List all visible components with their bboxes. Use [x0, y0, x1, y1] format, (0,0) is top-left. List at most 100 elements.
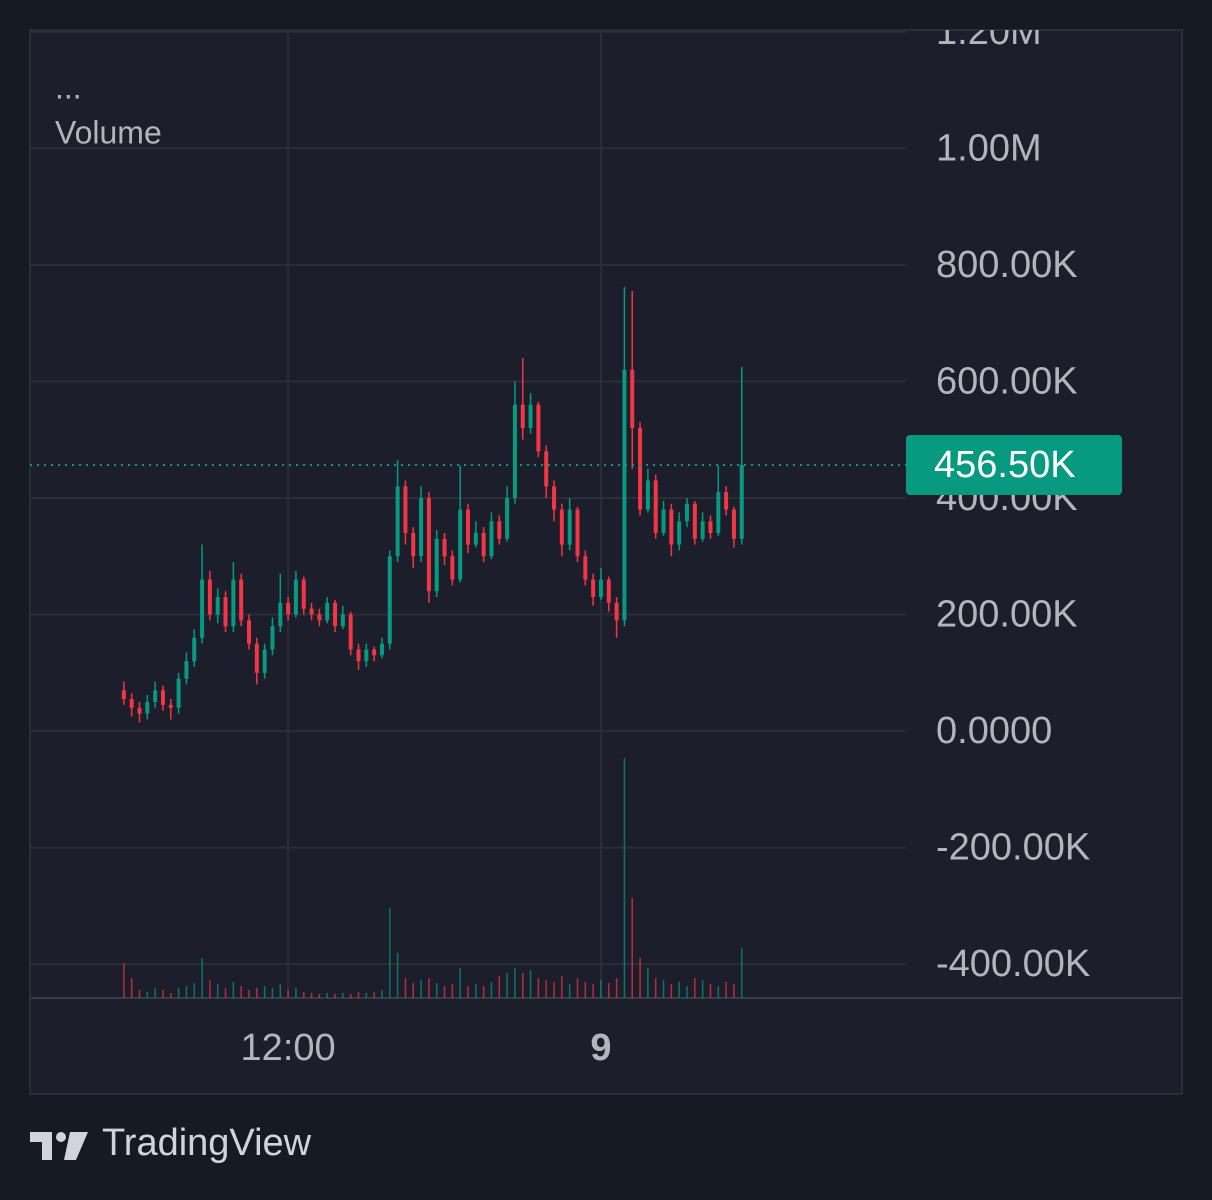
volume-bar [600, 980, 602, 998]
volume-bar [232, 982, 235, 998]
candle-body [137, 707, 142, 714]
volume-bar [522, 973, 524, 998]
candle-body [176, 678, 181, 708]
candle-body [466, 509, 470, 545]
volume-bar [459, 968, 461, 998]
last-price-label: 456.50K [934, 444, 1076, 486]
volume-bar [631, 898, 633, 998]
candle-body [598, 579, 603, 598]
volume-bar [170, 993, 172, 998]
candle-body [583, 556, 588, 580]
candle-body [481, 532, 486, 557]
volume-bar [216, 984, 219, 998]
volume-bar [412, 983, 414, 998]
candle-body [293, 579, 298, 615]
candle-body [692, 503, 697, 539]
candle-body [223, 597, 228, 627]
candle-body [505, 497, 510, 539]
candle-body [160, 690, 165, 705]
volume-bar [224, 988, 227, 998]
candle-body [121, 690, 126, 700]
candle-body [442, 538, 447, 557]
volume-bar [608, 983, 610, 998]
candle-body [591, 579, 596, 598]
volume-bar [209, 980, 211, 998]
volume-bar [678, 982, 680, 998]
volume-bar [177, 988, 180, 998]
volume-bar [506, 973, 508, 998]
candle-body [638, 428, 643, 510]
candle-body [168, 704, 173, 708]
candle-body [325, 602, 330, 621]
volume-bar [576, 978, 579, 998]
volume-bar [303, 992, 305, 998]
volume-bar [193, 983, 195, 998]
candle-body [262, 649, 267, 673]
volume-bar [733, 984, 735, 998]
candle-body [364, 649, 369, 662]
volume-bar [475, 984, 477, 998]
volume-bar [709, 984, 712, 998]
volume-bar [146, 992, 149, 998]
candle-body [685, 503, 689, 522]
volume-bar [389, 908, 391, 998]
candle-body [450, 556, 455, 580]
volume-bar [404, 978, 407, 998]
volume-bar [248, 990, 250, 998]
candle-body [129, 699, 134, 708]
volume-bar [639, 958, 641, 998]
candle-body [575, 509, 580, 557]
volume-bar [686, 986, 688, 998]
volume-bar [256, 988, 258, 998]
candle-body [247, 620, 251, 644]
volume-bar [553, 982, 555, 998]
candle-body [356, 649, 361, 662]
volume-bar [482, 986, 485, 998]
last-price-badge [906, 435, 1122, 496]
y-tick-label: 200.00K [936, 594, 1078, 636]
candle-body [333, 602, 338, 627]
volume-bar [279, 984, 282, 998]
volume-bar [701, 980, 704, 998]
candle-body [622, 369, 627, 621]
candles [121, 287, 744, 723]
candle-body [434, 538, 439, 592]
candle-body [309, 608, 314, 615]
candle-body [544, 451, 549, 487]
grid [30, 30, 906, 998]
candle-body [497, 521, 502, 539]
volume-bar [615, 978, 618, 998]
volume-bar [349, 994, 352, 998]
volume-bar [741, 948, 743, 998]
legend-menu[interactable]: ... [55, 69, 82, 105]
y-tick-label: -200.00K [936, 827, 1090, 869]
time-axis: 12:00 9 [241, 1027, 612, 1069]
volume-bar [498, 976, 501, 998]
volume-bar [467, 986, 469, 998]
volume-bar [185, 986, 188, 998]
candle-body [340, 614, 345, 627]
volume-bar [647, 968, 649, 998]
candle-body [661, 509, 666, 533]
candle-body [286, 602, 291, 615]
volume-bar [295, 988, 297, 998]
x-tick-label: 12:00 [241, 1027, 336, 1069]
candle-body [239, 579, 244, 621]
candle-body [207, 579, 212, 615]
volume-bar [310, 993, 313, 998]
candle-body [387, 556, 392, 644]
volume-bar [381, 990, 383, 998]
candle-body [372, 649, 377, 656]
candle-body [270, 626, 275, 650]
volume-bar [592, 984, 594, 998]
candle-body [411, 532, 416, 557]
volume-bar [287, 990, 289, 998]
candle-body [278, 602, 283, 627]
y-tick-label: 600.00K [936, 360, 1078, 402]
candle-body [653, 480, 658, 533]
volume-bar [584, 982, 587, 998]
candle-body [426, 497, 431, 592]
candle-body [215, 597, 220, 615]
candle-body [520, 404, 525, 429]
